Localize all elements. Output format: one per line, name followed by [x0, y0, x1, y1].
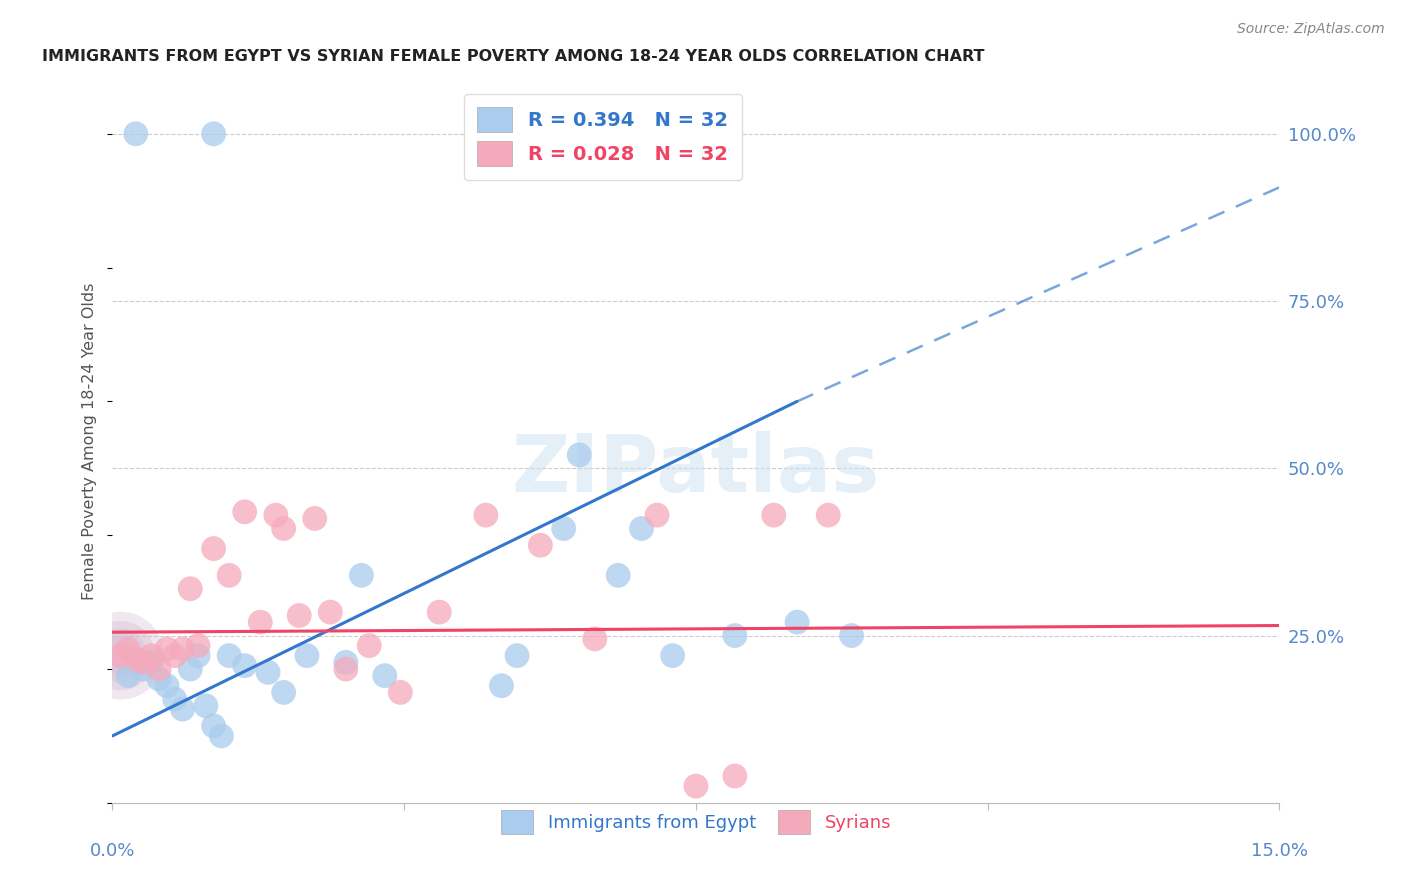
Legend: Immigrants from Egypt, Syrians: Immigrants from Egypt, Syrians	[494, 803, 898, 841]
Point	[491, 679, 513, 693]
Point	[249, 615, 271, 630]
Point	[132, 662, 155, 676]
Point	[374, 669, 396, 683]
Point	[288, 608, 311, 623]
Point	[117, 642, 139, 657]
Point	[110, 648, 132, 663]
Point	[163, 692, 186, 706]
Point	[163, 648, 186, 663]
Point	[661, 648, 683, 663]
Point	[110, 648, 132, 663]
Point	[724, 628, 747, 642]
Point	[645, 508, 668, 523]
Point	[264, 508, 287, 523]
Point	[304, 511, 326, 525]
Point	[156, 679, 179, 693]
Point	[141, 648, 163, 663]
Point	[607, 568, 630, 582]
Point	[172, 642, 194, 657]
Point	[841, 628, 863, 642]
Point	[817, 508, 839, 523]
Text: 0.0%: 0.0%	[90, 842, 135, 860]
Text: IMMIGRANTS FROM EGYPT VS SYRIAN FEMALE POVERTY AMONG 18-24 YEAR OLDS CORRELATION: IMMIGRANTS FROM EGYPT VS SYRIAN FEMALE P…	[42, 49, 986, 64]
Point	[194, 698, 217, 713]
Point	[762, 508, 785, 523]
Point	[187, 639, 209, 653]
Point	[148, 672, 170, 686]
Point	[335, 655, 357, 669]
Point	[209, 729, 232, 743]
Point	[475, 508, 498, 523]
Point	[506, 648, 529, 663]
Point	[110, 648, 132, 663]
Point	[110, 648, 132, 663]
Point	[427, 605, 450, 619]
Point	[529, 538, 551, 552]
Point	[179, 582, 201, 596]
Point	[187, 648, 209, 663]
Point	[685, 779, 707, 793]
Point	[110, 648, 132, 663]
Point	[156, 642, 179, 657]
Point	[132, 655, 155, 669]
Point	[125, 652, 148, 666]
Point	[257, 665, 280, 680]
Point	[319, 605, 342, 619]
Point	[172, 702, 194, 716]
Point	[218, 568, 240, 582]
Point	[218, 648, 240, 663]
Point	[568, 448, 591, 462]
Point	[179, 662, 201, 676]
Point	[359, 639, 381, 653]
Point	[273, 521, 295, 535]
Text: ZIPatlas: ZIPatlas	[512, 432, 880, 509]
Point	[295, 648, 318, 663]
Point	[110, 648, 132, 663]
Point	[148, 662, 170, 676]
Point	[583, 632, 606, 646]
Point	[202, 541, 225, 556]
Y-axis label: Female Poverty Among 18-24 Year Olds: Female Poverty Among 18-24 Year Olds	[82, 283, 97, 600]
Point	[273, 685, 295, 699]
Point	[335, 662, 357, 676]
Text: Source: ZipAtlas.com: Source: ZipAtlas.com	[1237, 22, 1385, 37]
Point	[233, 505, 256, 519]
Point	[233, 658, 256, 673]
Point	[125, 127, 148, 141]
Point	[141, 655, 163, 669]
Point	[786, 615, 808, 630]
Point	[202, 127, 225, 141]
Point	[110, 648, 132, 663]
Point	[553, 521, 575, 535]
Point	[724, 769, 747, 783]
Point	[110, 648, 132, 663]
Point	[117, 669, 139, 683]
Point	[350, 568, 373, 582]
Text: 15.0%: 15.0%	[1251, 842, 1308, 860]
Point	[110, 648, 132, 663]
Point	[389, 685, 412, 699]
Point	[202, 719, 225, 733]
Point	[630, 521, 652, 535]
